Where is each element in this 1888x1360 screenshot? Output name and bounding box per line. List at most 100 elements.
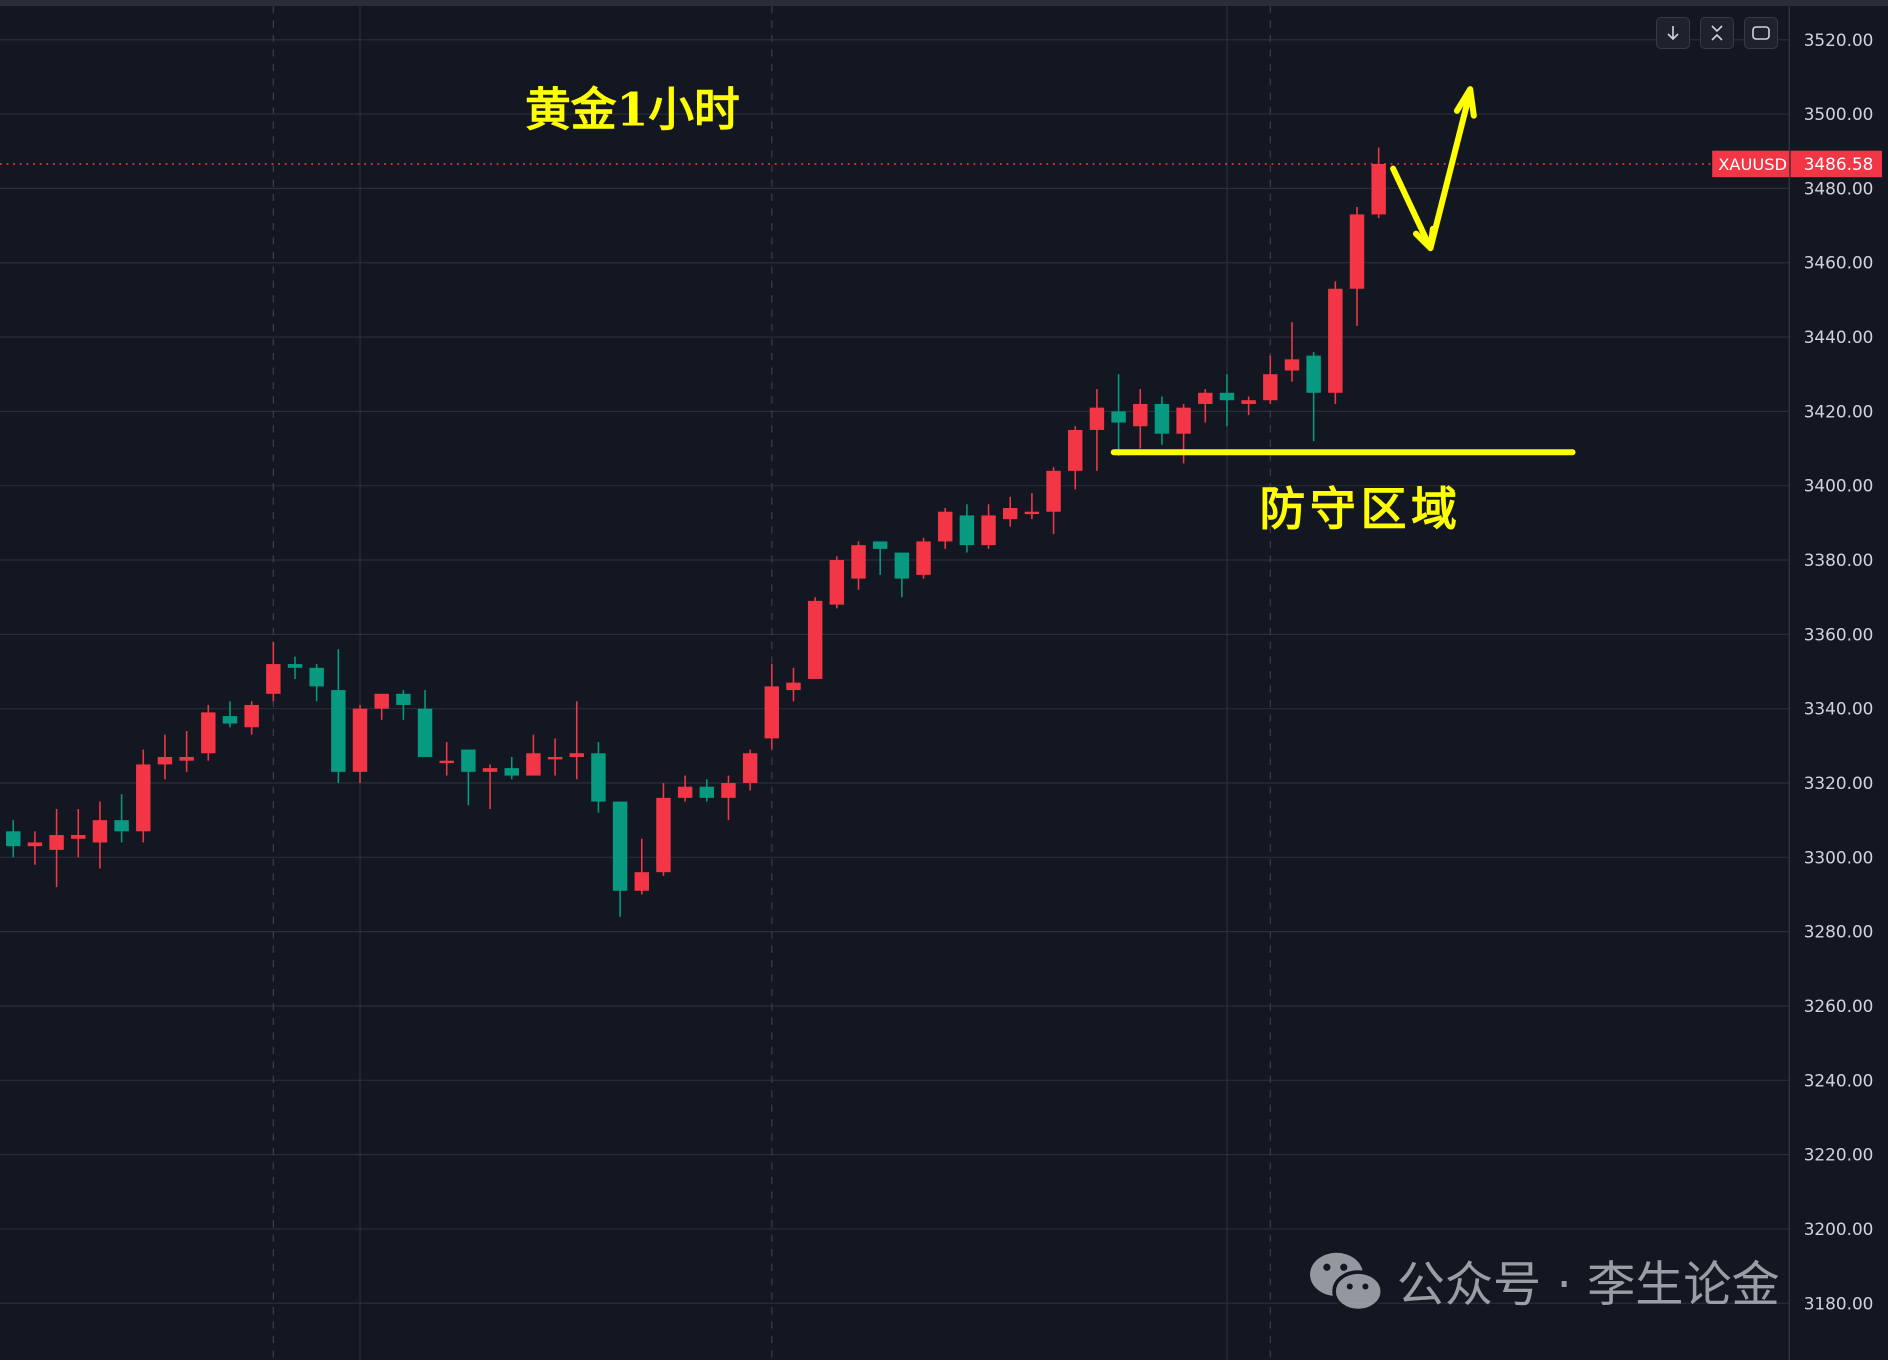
- candle: [417, 690, 433, 757]
- candle-body: [894, 552, 910, 579]
- defense-zone-label: 防守区域: [1259, 482, 1461, 536]
- candle: [764, 664, 780, 750]
- candle: [1263, 355, 1278, 404]
- symbol-badge: [1712, 150, 1790, 178]
- candle-body: [49, 835, 64, 850]
- candle: [1068, 426, 1083, 490]
- candle-body: [526, 753, 541, 776]
- candle: [721, 775, 736, 821]
- candle-body: [764, 686, 780, 739]
- forecast-arrow: [1390, 86, 1477, 252]
- symbol-label: XAUUSD: [1718, 155, 1787, 174]
- arrow-down-icon: [1667, 26, 1679, 41]
- candle: [309, 664, 324, 702]
- candle-body: [461, 749, 476, 772]
- candle: [1284, 322, 1300, 382]
- last-price-line: XAUUSD 3486.58: [0, 150, 1882, 178]
- watermark-text: 公众号 · 李生论金: [1397, 1257, 1780, 1313]
- candle: [807, 597, 823, 679]
- candle: [157, 734, 173, 780]
- candle: [71, 809, 86, 858]
- candle-body: [612, 801, 628, 891]
- candle-body: [872, 541, 888, 549]
- top-border: [0, 0, 1888, 7]
- auto-fit-button[interactable]: [1700, 17, 1734, 49]
- candle: [266, 641, 281, 702]
- y-tick-label: 3200.00: [1804, 1219, 1874, 1239]
- candle: [526, 734, 541, 776]
- candle: [634, 838, 649, 895]
- candle-body: [417, 708, 433, 757]
- candle: [981, 504, 996, 549]
- candle-body: [1284, 359, 1300, 371]
- candle-body: [1306, 355, 1321, 393]
- candle-body: [504, 768, 519, 776]
- candle: [1154, 396, 1170, 445]
- candle: [937, 507, 953, 549]
- candle: [461, 749, 476, 806]
- y-tick-label: 3280.00: [1804, 922, 1874, 942]
- candle: [1241, 396, 1256, 416]
- candle-body: [1328, 288, 1343, 393]
- y-tick-label: 3440.00: [1804, 327, 1874, 347]
- candle-body: [201, 712, 216, 754]
- candle-body: [742, 753, 758, 783]
- y-tick-label: 3460.00: [1804, 253, 1874, 273]
- candle-body: [699, 786, 715, 798]
- collapse-icon: [1711, 25, 1723, 41]
- last-price-label: 3486.58: [1804, 154, 1874, 174]
- y-tick-label: 3220.00: [1804, 1145, 1874, 1165]
- scroll-to-latest-button[interactable]: [1656, 17, 1690, 49]
- candle: [569, 701, 584, 780]
- candle: [851, 541, 866, 590]
- candle-body: [222, 716, 238, 724]
- candle: [1198, 389, 1213, 423]
- candle: [352, 704, 368, 783]
- candle: [656, 782, 671, 876]
- candle-body: [92, 820, 108, 843]
- candle: [1328, 281, 1343, 404]
- candle-body: [114, 820, 129, 832]
- candles: [6, 147, 1386, 917]
- candle: [1003, 496, 1018, 527]
- candle: [829, 556, 845, 609]
- y-tick-label: 3360.00: [1804, 624, 1874, 644]
- candle: [742, 749, 758, 791]
- y-tick-label: 3420.00: [1804, 401, 1874, 421]
- candle: [677, 775, 693, 802]
- candle-body: [1003, 507, 1018, 520]
- candle: [482, 764, 498, 810]
- price-axis[interactable]: 3520.00 3500.00 3480.00 3460.00 3440.00 3420.…: [1804, 30, 1874, 1314]
- candle: [201, 704, 216, 761]
- candle-body: [807, 600, 823, 679]
- candle-body: [1349, 214, 1365, 289]
- candle-body: [374, 693, 389, 709]
- candle-body: [1111, 411, 1126, 423]
- candle-body: [786, 682, 801, 691]
- arrow-head-icon: [1453, 86, 1477, 119]
- y-tick-label: 3340.00: [1804, 699, 1874, 719]
- candle: [959, 504, 975, 553]
- y-tick-label: 3320.00: [1804, 773, 1874, 793]
- candle: [699, 779, 715, 802]
- candle-body: [244, 704, 259, 728]
- candle: [547, 738, 563, 776]
- candle-body: [266, 664, 281, 694]
- candle-body: [396, 693, 411, 705]
- candle-body: [959, 515, 975, 546]
- candle: [136, 749, 151, 843]
- candle-body: [1371, 163, 1386, 215]
- y-tick-label: 3180.00: [1804, 1293, 1874, 1313]
- candle: [916, 537, 931, 579]
- candle: [786, 667, 801, 702]
- candle: [1111, 374, 1126, 456]
- candle: [591, 742, 606, 813]
- candle-body: [1133, 403, 1148, 427]
- candle: [1371, 147, 1386, 219]
- fullscreen-button[interactable]: [1744, 17, 1778, 49]
- last-price-badge: [1790, 150, 1882, 178]
- candle-body: [851, 545, 866, 579]
- candle-body: [981, 515, 996, 546]
